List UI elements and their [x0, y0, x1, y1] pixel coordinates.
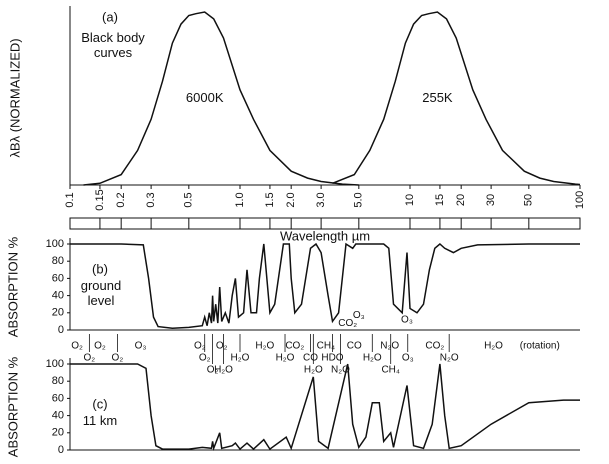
y-tick-label: 60: [52, 392, 64, 404]
series-label: 255K: [422, 90, 453, 105]
series-line: [332, 11, 581, 186]
y-tick-label: 80: [52, 255, 64, 267]
y-axis-label: ABSORPTION %: [5, 356, 20, 457]
x-tick-label: 10: [404, 194, 416, 206]
wavelength-ruler: [69, 217, 581, 230]
x-tick-label: 0.3: [145, 192, 157, 207]
y-tick-label: 0: [58, 324, 64, 336]
annotation: O₃: [401, 314, 413, 325]
band-label: O₂: [71, 341, 83, 352]
x-tick-label: 100: [574, 191, 586, 209]
panel-b-subtitle: ground level: [80, 278, 122, 308]
band-label: N₂O: [440, 353, 459, 364]
x-tick-label: 0.15: [94, 189, 106, 210]
band-label: CO₂: [425, 341, 444, 352]
x-tick-label: 2.0: [285, 192, 297, 207]
band-label: O₃: [135, 341, 147, 352]
band-label: CH₄: [381, 365, 400, 376]
band-label: H₂O: [276, 353, 295, 364]
y-tick-label: 20: [52, 427, 64, 439]
series-line: [70, 242, 580, 330]
x-tick-label: 50: [523, 194, 535, 206]
x-tick-label: 0.2: [115, 192, 127, 207]
x-tick-label: 1.0: [234, 192, 246, 207]
series-line: [70, 363, 580, 452]
band-label: CH₄: [317, 341, 336, 352]
band-label: H₂O: [363, 353, 382, 364]
y-tick-label: 80: [52, 375, 64, 387]
band-label: O₂: [199, 353, 211, 364]
x-tick-label: 0.5: [183, 192, 195, 207]
x-tick-label: 5.0: [353, 192, 365, 207]
x-tick-label: 3.0: [315, 192, 327, 207]
band-label: CO₂: [285, 341, 304, 352]
band-label: O₂: [84, 353, 96, 364]
y-tick-label: 60: [52, 272, 64, 284]
band-label: O₃: [402, 353, 414, 364]
x-tick-label: 0.1: [64, 192, 76, 207]
x-tick-label: 20: [455, 194, 467, 206]
panel-c-subtitle: 11 km: [82, 413, 118, 428]
band-label: O₂: [207, 365, 219, 376]
annotation: O₃: [353, 310, 365, 321]
x-tick-label: 15: [434, 194, 446, 206]
y-axis-label: ABSORPTION %: [5, 236, 20, 337]
panel-c-label: (c): [92, 396, 107, 411]
panel-a-subtitle: Black body curves: [81, 30, 145, 60]
band-label: H₂O: [214, 365, 233, 376]
series-line: [83, 11, 359, 186]
y-axis-label: λBλ (NORMALIZED): [7, 38, 22, 157]
band-label: CO: [347, 341, 362, 352]
band-label: H₂O: [484, 341, 503, 352]
band-label: O₂: [194, 341, 206, 352]
band-label: N₂O: [380, 341, 399, 352]
y-tick-label: 0: [58, 444, 64, 456]
band-label: O₂: [216, 341, 228, 352]
band-label: HDO: [321, 353, 343, 364]
band-label: O₂: [94, 341, 106, 352]
x-tick-label: 1.5: [264, 192, 276, 207]
y-tick-label: 100: [46, 238, 64, 250]
band-label: H₂O: [255, 341, 274, 352]
band-label: O₂: [112, 353, 124, 364]
y-tick-label: 40: [52, 410, 64, 422]
x-axis-label: Wavelength µm: [280, 228, 370, 243]
annotation: CO₂: [338, 318, 357, 329]
panel-b-label: (b): [92, 261, 108, 276]
band-label: N₂O: [331, 365, 350, 376]
band-label: CO: [303, 353, 318, 364]
band-label: (rotation): [520, 341, 560, 352]
x-tick-label: 30: [485, 194, 497, 206]
series-label: 6000K: [186, 90, 224, 105]
y-tick-label: 40: [52, 290, 64, 302]
y-tick-label: 100: [46, 358, 64, 370]
band-label: H₂O: [304, 365, 323, 376]
y-tick-label: 20: [52, 307, 64, 319]
band-label: H₂O: [231, 353, 250, 364]
panel-a-label: (a): [102, 9, 118, 24]
